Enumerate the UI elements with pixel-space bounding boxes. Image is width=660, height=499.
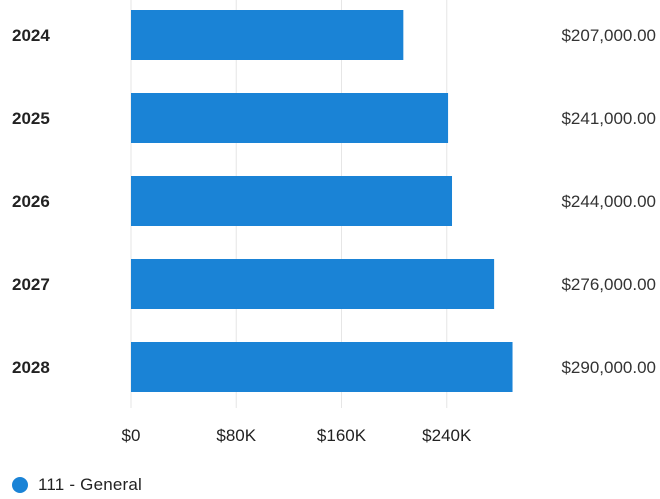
bar[interactable] — [131, 10, 404, 60]
category-label: 2026 — [12, 192, 50, 211]
legend-label: 111 - General — [38, 475, 143, 494]
category-label: 2027 — [12, 275, 50, 294]
bar[interactable] — [131, 259, 495, 309]
legend-swatch — [12, 477, 28, 493]
x-tick-label: $240K — [422, 426, 472, 445]
category-label: 2024 — [12, 26, 50, 45]
x-tick-label: $160K — [317, 426, 367, 445]
value-label: $244,000.00 — [561, 192, 656, 211]
x-axis-tick-labels: $0 $80K $160K $240K — [122, 426, 472, 445]
value-label: $290,000.00 — [561, 358, 656, 377]
category-labels: 2024 2025 2026 2027 2028 — [12, 26, 50, 377]
bar[interactable] — [131, 93, 449, 143]
bar[interactable] — [131, 176, 453, 226]
bars — [131, 10, 513, 392]
x-tick-label: $0 — [122, 426, 141, 445]
x-tick-label: $80K — [216, 426, 256, 445]
value-label: $276,000.00 — [561, 275, 656, 294]
legend[interactable]: 111 - General — [12, 474, 142, 496]
category-label: 2028 — [12, 358, 50, 377]
value-label: $207,000.00 — [561, 26, 656, 45]
category-label: 2025 — [12, 109, 50, 128]
value-label: $241,000.00 — [561, 109, 656, 128]
value-labels: $207,000.00 $241,000.00 $244,000.00 $276,00… — [561, 26, 656, 377]
bar[interactable] — [131, 342, 513, 392]
